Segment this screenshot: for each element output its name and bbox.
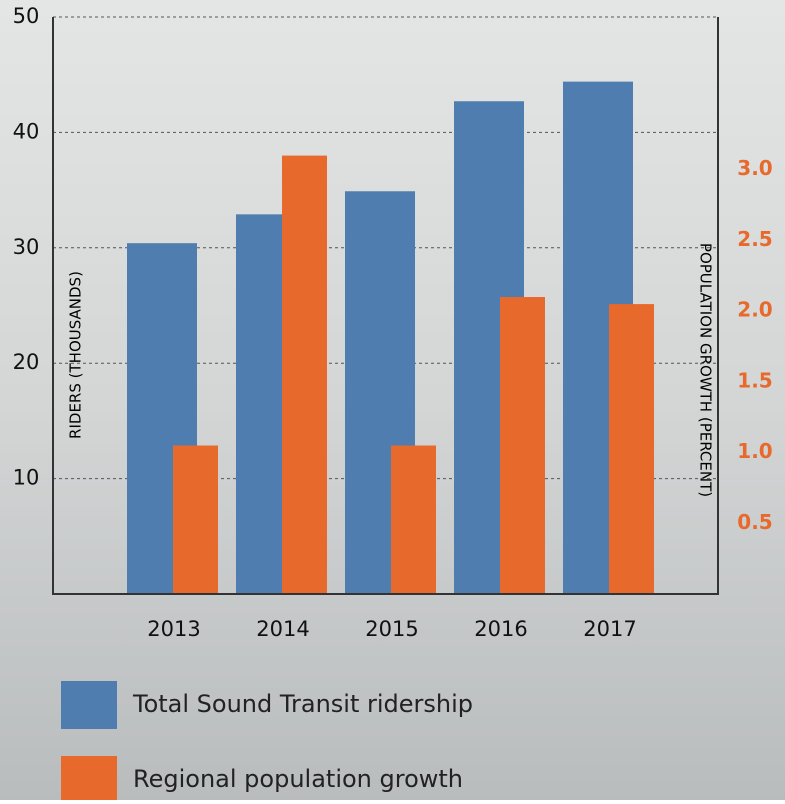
bar [391,445,436,594]
y2-axis-title: POPULATION GROWTH (PERCENT) [697,243,715,497]
x-tick-label: 2015 [365,617,418,641]
y2-tick-label: 2.0 [737,298,772,322]
x-tick-label: 2014 [256,617,309,641]
bar [500,297,545,594]
legend-swatch [61,681,117,729]
y-tick-label: 40 [13,119,40,143]
bar [282,155,327,594]
bar [173,445,218,594]
y2-tick-label: 1.0 [737,439,772,463]
y2-tick-label: 1.5 [737,368,772,392]
y2-tick-label: 0.5 [737,510,772,534]
y-tick-label: 50 [13,4,40,28]
y-tick-label: 20 [13,350,40,374]
y-tick-label: 10 [13,466,40,490]
y2-tick-label: 3.0 [737,156,772,180]
y2-tick-label: 2.5 [737,227,772,251]
axis-frame [52,17,719,595]
x-tick-label: 2016 [474,617,527,641]
x-tick-label: 2013 [147,617,200,641]
legend-swatch [61,756,117,804]
y-tick-label: 30 [13,235,40,259]
y-axis-title: RIDERS (THOUSANDS) [67,271,85,439]
legend-label: Total Sound Transit ridership [132,690,473,718]
legend-label: Regional population growth [133,765,463,793]
x-tick-label: 2017 [583,617,636,641]
bar [609,304,654,594]
